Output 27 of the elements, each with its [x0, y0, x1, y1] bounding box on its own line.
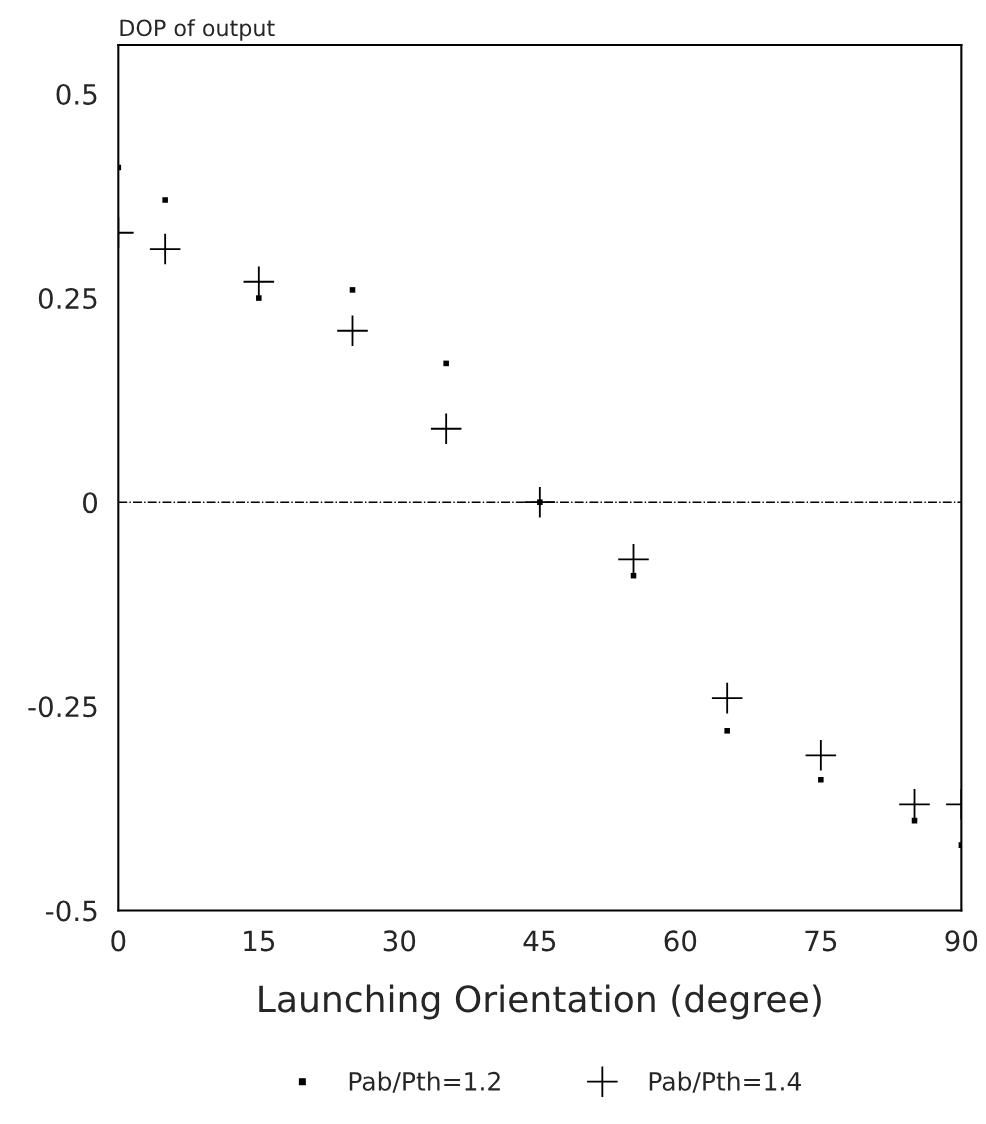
x-tick-label: 15: [244, 930, 275, 952]
x-tick-label: 90: [945, 930, 978, 952]
y-tick-label: 0.25: [38, 288, 97, 310]
x-tick-label: 75: [805, 930, 837, 952]
point: [243, 266, 275, 298]
y-tick-label: -0.5: [46, 900, 97, 922]
point: [524, 486, 556, 518]
legend-label: Pab/Pth=1.2: [349, 1071, 500, 1093]
point: [349, 287, 356, 293]
x-axis-title: Launching Orientation (degree): [259, 984, 821, 1020]
y-tick-label: 0: [83, 492, 98, 514]
point: [443, 360, 449, 367]
point: [818, 777, 824, 783]
y-axis-title: DOP of output: [120, 19, 275, 41]
y-tick-label: -0.25: [28, 696, 97, 718]
x-tick-label: 45: [523, 930, 556, 952]
point: [162, 197, 168, 203]
point: [149, 233, 181, 265]
legend-label: Pab/Pth=1.4: [649, 1071, 801, 1093]
point: [724, 728, 730, 734]
point: [805, 740, 837, 771]
y-tick-label: 0.5: [56, 83, 97, 105]
x-tick-label: 0: [111, 930, 126, 952]
point: [430, 413, 462, 444]
point: [711, 682, 743, 714]
x-tick-label: 60: [664, 930, 697, 952]
x-tick-label: 30: [383, 930, 416, 952]
